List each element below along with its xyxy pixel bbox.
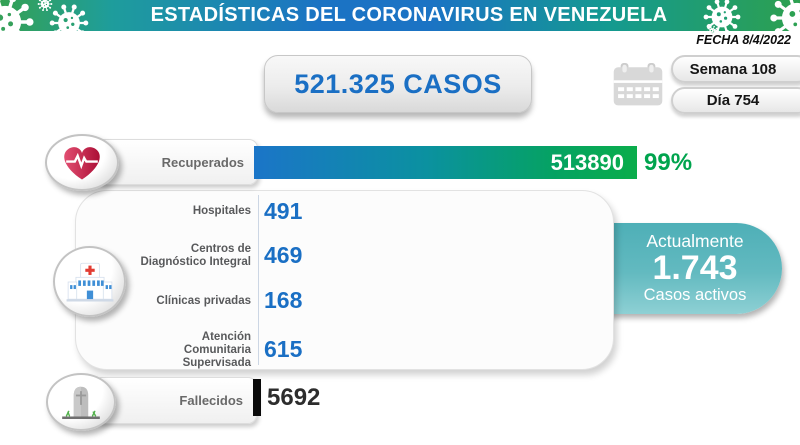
day-label: Día 754: [706, 92, 760, 109]
hospital-icon: [53, 246, 126, 317]
recovered-label-box: Recuperados: [95, 139, 258, 185]
tombstone-glyph: [62, 386, 100, 420]
facility-label: Clínicas privadas: [156, 295, 251, 307]
facility-label: Atención Comunitaria Supervisada: [182, 331, 251, 369]
recovered-value: 513890: [550, 149, 624, 175]
active-value: 1.743: [652, 249, 738, 288]
recovered-progress-bar: 513890: [254, 146, 637, 179]
active-cases-box: Actualmente 1.743 Casos activos: [598, 223, 782, 314]
facility-value: 469: [264, 242, 303, 268]
hospital-glyph: [66, 262, 113, 302]
panel-divider: [258, 195, 259, 365]
recovered-percent: 99%: [644, 149, 693, 176]
active-title: Actualmente: [646, 231, 744, 252]
facility-label: Hospitales: [192, 205, 251, 217]
recovered-label: Recuperados: [161, 154, 244, 170]
facility-value: 168: [264, 287, 303, 313]
day-badge: Día 754: [671, 87, 800, 114]
tombstone-icon: [46, 373, 116, 431]
calendar-icon: [613, 62, 663, 106]
heart-pulse-glyph: [64, 146, 100, 180]
week-badge: Semana 108: [671, 55, 800, 83]
deceased-value: 5692: [267, 384, 321, 411]
active-subtitle: Casos activos: [643, 285, 747, 304]
deceased-bar: [253, 379, 261, 416]
total-cases-value: 521.325 CASOS: [294, 68, 502, 99]
deceased-label-box: Fallecidos: [93, 377, 257, 424]
header-banner: ESTADÍSTICAS DEL CORONAVIRUS EN VENEZUEL…: [0, 0, 800, 31]
facility-value: 491: [264, 198, 303, 224]
facilities-panel: Hospitales 491 Centros de Diagnóstico In…: [75, 190, 614, 370]
facility-value: 615: [264, 336, 303, 362]
facility-label: Centros de Diagnóstico Integral: [140, 243, 251, 268]
page-title: ESTADÍSTICAS DEL CORONAVIRUS EN VENEZUEL…: [150, 4, 668, 26]
deceased-label: Fallecidos: [179, 393, 243, 408]
date-label: FECHA 8/4/2022: [696, 33, 791, 47]
total-cases-box: 521.325 CASOS: [264, 55, 532, 113]
week-label: Semana 108: [689, 60, 777, 78]
heart-pulse-icon: [45, 134, 119, 191]
